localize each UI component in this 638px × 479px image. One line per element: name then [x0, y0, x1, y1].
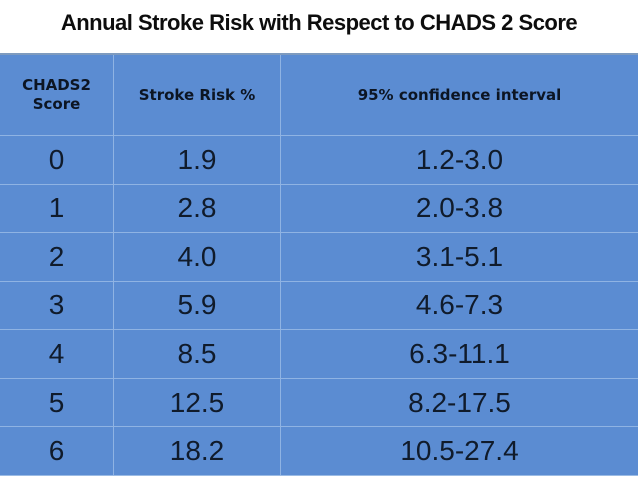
header-chads2-score: CHADS2 Score: [0, 55, 113, 135]
score-cell: 3: [0, 281, 113, 330]
ci-cell: 3.1-5.1: [281, 233, 638, 281]
ci-cell: 1.2-3.0: [281, 136, 638, 184]
page-title: Annual Stroke Risk with Respect to CHADS…: [60, 10, 578, 35]
risk-cell: 4.0: [114, 233, 280, 281]
score-cell: 0: [0, 136, 113, 184]
risk-cell: 8.5: [114, 330, 280, 378]
score-cell: 2: [0, 233, 113, 281]
risk-cell: 12.5: [114, 378, 280, 427]
risk-cell: 1.9: [114, 136, 280, 184]
score-cell: 6: [0, 427, 113, 475]
score-cell: 1: [0, 184, 113, 233]
header-confidence-interval: 95% confidence interval: [281, 55, 638, 135]
score-cell: 4: [0, 330, 113, 378]
ci-cell: 4.6-7.3: [281, 281, 638, 330]
chads2-risk-table: CHADS2 Score Stroke Risk % 95% confidenc…: [0, 53, 638, 476]
risk-cell: 18.2: [114, 427, 280, 475]
ci-cell: 6.3-11.1: [281, 330, 638, 378]
risk-cell: 2.8: [114, 184, 280, 233]
ci-cell: 2.0-3.8: [281, 184, 638, 233]
ci-cell: 8.2-17.5: [281, 378, 638, 427]
risk-cell: 5.9: [114, 281, 280, 330]
header-stroke-risk: Stroke Risk %: [114, 55, 280, 135]
score-cell: 5: [0, 378, 113, 427]
ci-cell: 10.5-27.4: [281, 427, 638, 475]
